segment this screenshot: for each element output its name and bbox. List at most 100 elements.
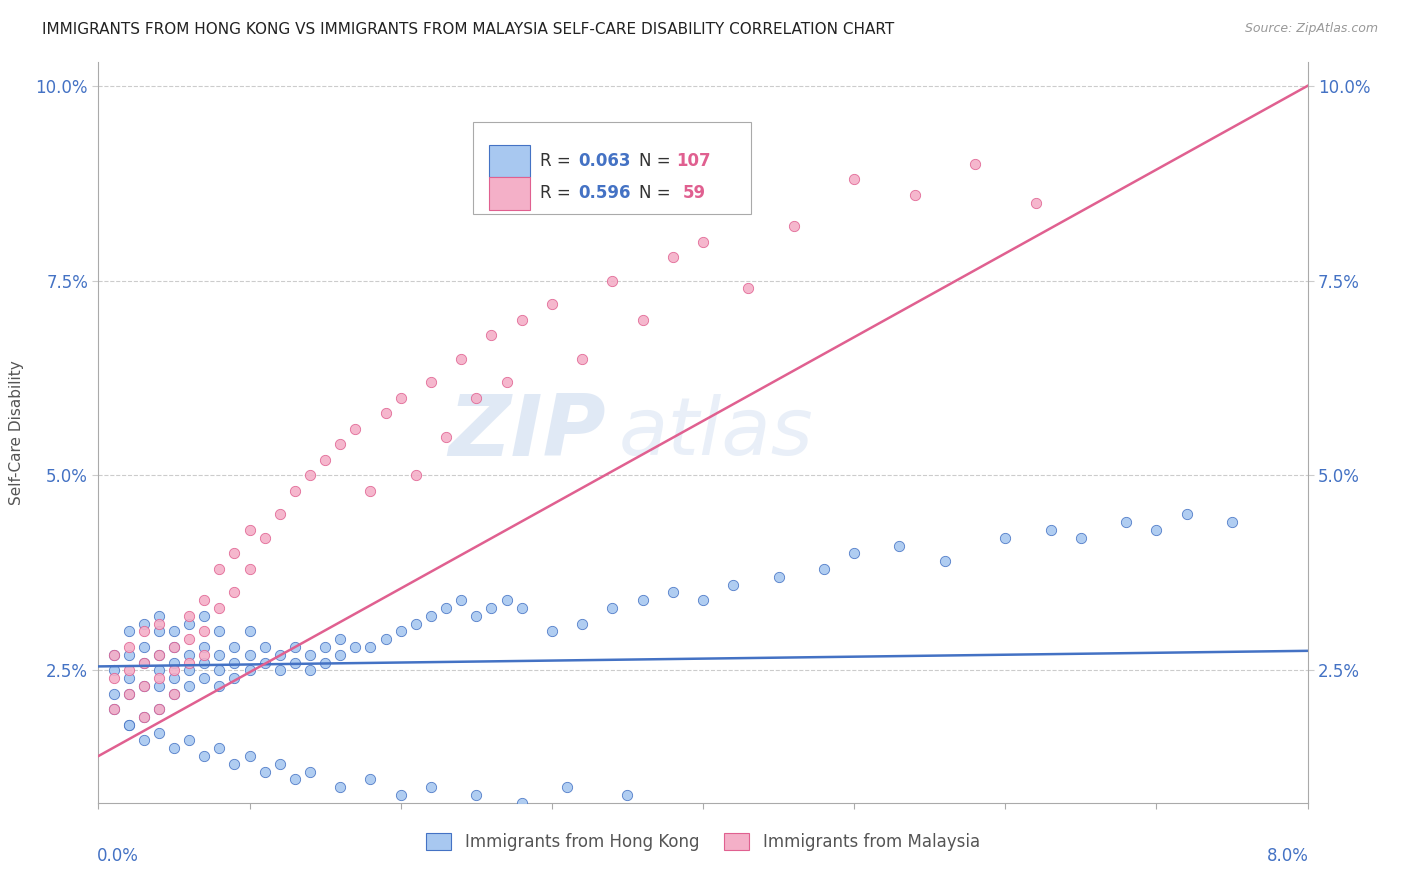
Point <box>269 508 291 522</box>
Point <box>253 531 276 545</box>
Point <box>360 772 382 787</box>
Point <box>465 788 488 802</box>
Point <box>163 687 186 701</box>
Point <box>179 679 201 693</box>
Point <box>132 710 155 724</box>
Point <box>239 562 262 576</box>
Point <box>132 616 155 631</box>
Point <box>118 663 141 677</box>
Point <box>844 546 866 560</box>
Point <box>813 562 835 576</box>
Point <box>434 429 457 443</box>
Point <box>118 671 141 685</box>
Point <box>224 640 246 654</box>
Point <box>661 250 683 264</box>
Point <box>555 780 578 795</box>
Point <box>631 593 654 607</box>
Point <box>163 663 186 677</box>
Point <box>495 375 517 389</box>
Point <box>118 718 141 732</box>
Point <box>344 640 367 654</box>
Point <box>692 235 714 249</box>
Point <box>389 624 412 639</box>
Point <box>253 640 276 654</box>
Point <box>208 624 231 639</box>
Point <box>179 656 201 670</box>
Point <box>481 328 503 343</box>
Point <box>1025 195 1047 210</box>
Text: 0.596: 0.596 <box>578 185 631 202</box>
Point <box>284 772 307 787</box>
Point <box>389 788 412 802</box>
Point <box>314 656 336 670</box>
Point <box>329 437 352 451</box>
FancyBboxPatch shape <box>474 121 751 214</box>
Point <box>299 468 322 483</box>
Point <box>193 648 215 662</box>
Point <box>193 608 215 623</box>
Point <box>540 624 562 639</box>
Point <box>103 702 125 716</box>
Point <box>148 671 170 685</box>
Point <box>269 663 291 677</box>
Point <box>768 570 790 584</box>
Point <box>450 351 472 366</box>
Point <box>103 648 125 662</box>
Point <box>224 546 246 560</box>
Point <box>103 687 125 701</box>
Point <box>179 648 201 662</box>
Point <box>631 312 654 326</box>
Point <box>103 648 125 662</box>
Point <box>132 640 155 654</box>
Legend: Immigrants from Hong Kong, Immigrants from Malaysia: Immigrants from Hong Kong, Immigrants fr… <box>419 826 987 857</box>
Point <box>208 562 231 576</box>
Point <box>148 663 170 677</box>
Point <box>132 656 155 670</box>
Point <box>284 640 307 654</box>
Point <box>163 640 186 654</box>
Point <box>434 601 457 615</box>
Point <box>148 648 170 662</box>
Point <box>420 375 443 389</box>
Point <box>602 601 624 615</box>
Point <box>193 656 215 670</box>
Point <box>132 679 155 693</box>
Point <box>148 702 170 716</box>
Point <box>661 585 683 599</box>
Text: IMMIGRANTS FROM HONG KONG VS IMMIGRANTS FROM MALAYSIA SELF-CARE DISABILITY CORRE: IMMIGRANTS FROM HONG KONG VS IMMIGRANTS … <box>42 22 894 37</box>
Point <box>132 733 155 747</box>
Point <box>148 679 170 693</box>
Point <box>904 188 927 202</box>
Point <box>208 663 231 677</box>
Point <box>179 632 201 647</box>
Point <box>193 640 215 654</box>
Point <box>179 663 201 677</box>
Point <box>224 671 246 685</box>
Point <box>193 593 215 607</box>
Point <box>103 702 125 716</box>
Text: Source: ZipAtlas.com: Source: ZipAtlas.com <box>1244 22 1378 36</box>
FancyBboxPatch shape <box>489 145 530 178</box>
Point <box>179 733 201 747</box>
Point <box>465 391 488 405</box>
Point <box>1070 531 1092 545</box>
Point <box>329 632 352 647</box>
Point <box>783 219 806 233</box>
Point <box>1115 515 1137 529</box>
Point <box>510 601 533 615</box>
Point <box>405 616 427 631</box>
Point <box>1039 523 1062 537</box>
Point <box>132 624 155 639</box>
Point <box>239 749 262 764</box>
Point <box>420 780 443 795</box>
Point <box>374 406 396 420</box>
Point <box>208 741 231 756</box>
Point <box>193 749 215 764</box>
Y-axis label: Self-Care Disability: Self-Care Disability <box>10 360 24 505</box>
Point <box>314 640 336 654</box>
Point <box>239 523 262 537</box>
Text: N =: N = <box>638 185 676 202</box>
Point <box>540 297 562 311</box>
Point <box>571 616 593 631</box>
Point <box>253 764 276 779</box>
